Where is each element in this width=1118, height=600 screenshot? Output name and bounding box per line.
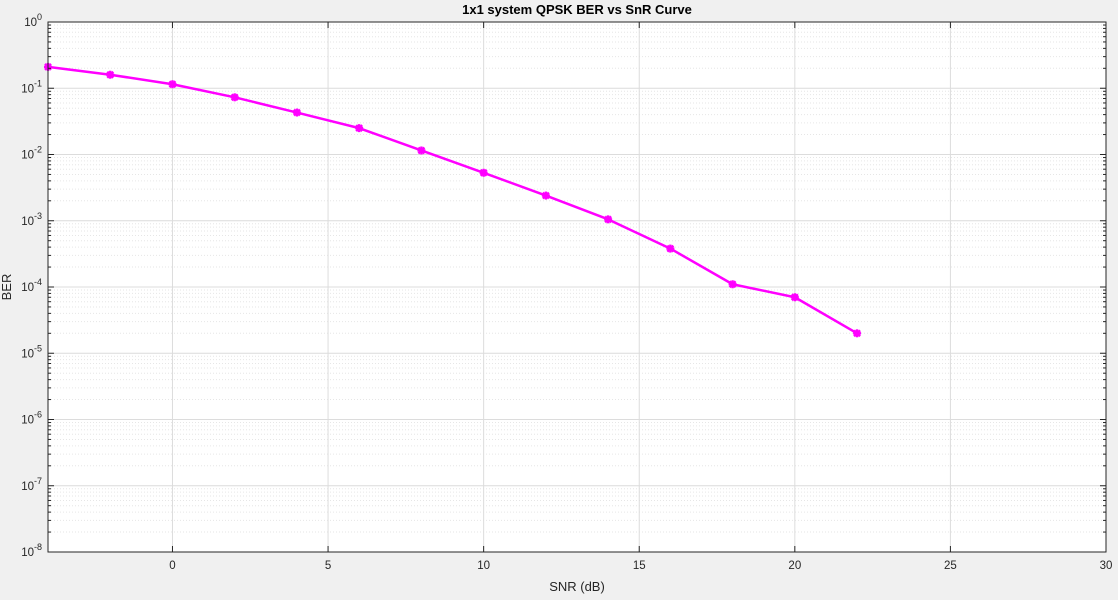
ber-data-point bbox=[853, 329, 862, 338]
ber-data-point bbox=[417, 146, 426, 155]
x-tick-label: 25 bbox=[944, 560, 957, 572]
y-tick-label: 10-1 bbox=[21, 78, 42, 95]
x-tick-label: 5 bbox=[325, 560, 331, 572]
ber-data-point bbox=[230, 93, 239, 102]
x-tick-label: 15 bbox=[633, 560, 646, 572]
ber-series-line bbox=[47, 65, 858, 335]
ber-data-point bbox=[292, 108, 301, 117]
ber-data-point bbox=[728, 280, 737, 289]
y-tick-label: 10-3 bbox=[21, 211, 42, 228]
ber-data-point bbox=[541, 191, 550, 200]
x-tick-label: 10 bbox=[477, 560, 490, 572]
x-tick-label: 0 bbox=[169, 560, 175, 572]
x-tick-label: 30 bbox=[1100, 560, 1113, 572]
x-axis-label: SNR (dB) bbox=[549, 579, 605, 594]
y-tick-label: 10-7 bbox=[21, 476, 42, 493]
chart-title: 1x1 system QPSK BER vs SnR Curve bbox=[462, 2, 692, 17]
tick-marks bbox=[48, 21, 1107, 553]
ber-data-point bbox=[168, 80, 177, 89]
ber-data-point bbox=[604, 215, 613, 224]
minor-grid bbox=[48, 24, 1106, 533]
y-tick-label: 100 bbox=[24, 12, 42, 29]
ber-data-point bbox=[666, 244, 675, 253]
ber-data-point bbox=[479, 168, 488, 177]
y-tick-label: 10-8 bbox=[21, 542, 42, 559]
ber-data-point bbox=[106, 70, 115, 79]
y-tick-label: 10-2 bbox=[21, 145, 42, 162]
y-tick-label: 10-4 bbox=[21, 277, 42, 294]
y-axis-label: BER bbox=[0, 274, 14, 301]
y-tick-labels: 100 10-1 10-2 10-3 10-4 10-5 10-6 10-7 10-8 bbox=[21, 12, 42, 559]
x-tick-labels: 0 5 10 15 20 25 30 bbox=[169, 560, 1112, 572]
ber-data-point bbox=[355, 124, 364, 133]
ber-data-point bbox=[790, 293, 799, 302]
y-tick-label: 10-5 bbox=[21, 343, 42, 360]
x-tick-label: 20 bbox=[788, 560, 801, 572]
y-tick-label: 10-6 bbox=[21, 410, 42, 427]
